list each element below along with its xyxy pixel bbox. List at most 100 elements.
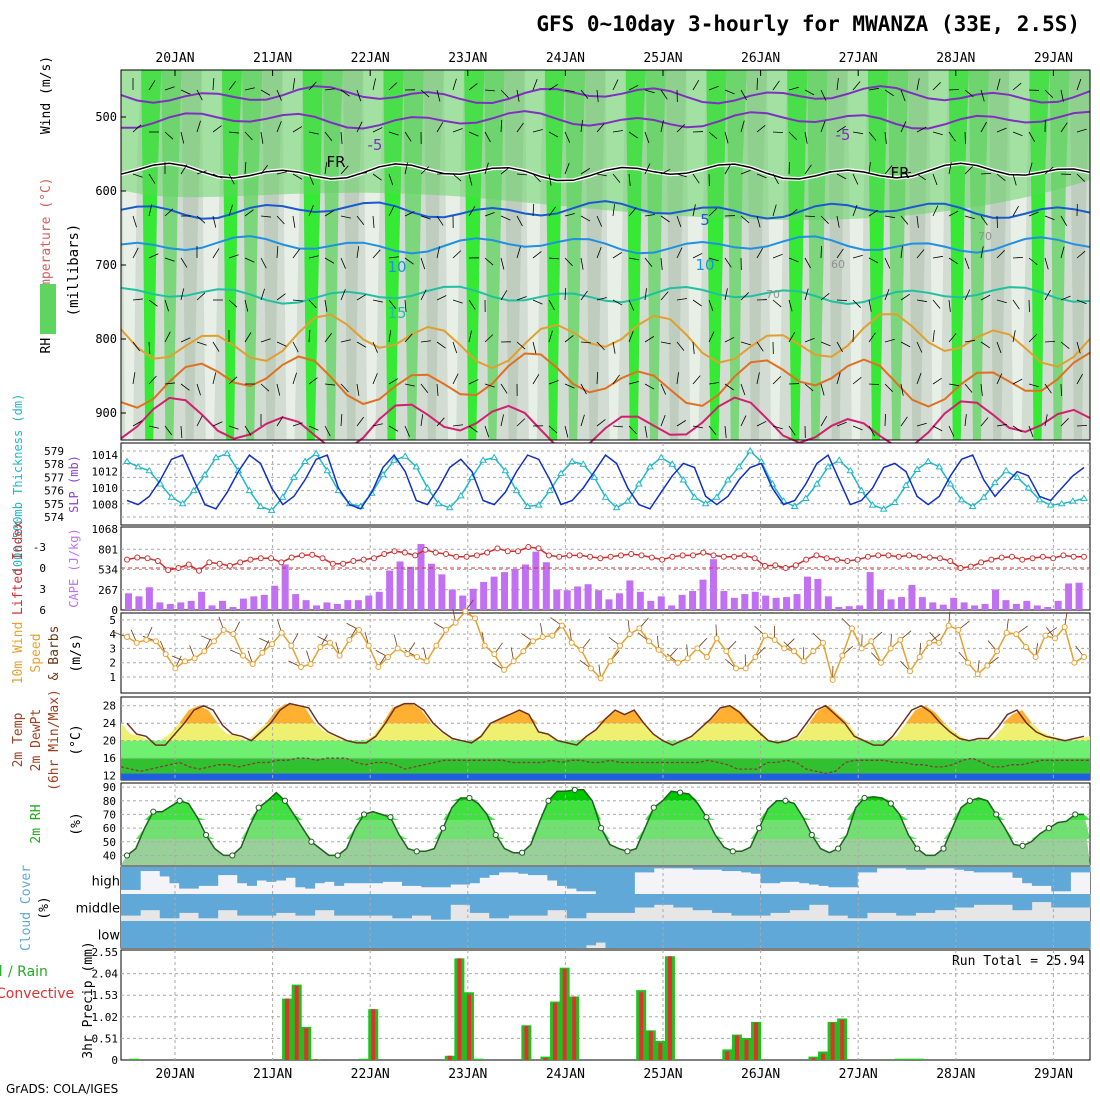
cape-bar (125, 593, 132, 610)
wind-barb (772, 253, 783, 259)
wind-barb (948, 333, 957, 343)
wind-barb (788, 86, 799, 91)
cloud-bar (285, 867, 296, 878)
wind-barb (356, 246, 360, 259)
cloud-bar (1041, 894, 1052, 903)
precip-tick-label: 1.53 (92, 989, 119, 1002)
wind-speed-line-point (385, 654, 391, 660)
wind-speed-line-point (559, 622, 565, 629)
wind-speed-line-point (124, 634, 130, 640)
cloud-bar (934, 867, 945, 869)
cloud-bar (479, 921, 490, 948)
cloud-bar (896, 921, 907, 948)
thickness-line-point (545, 486, 554, 494)
wind-barb (436, 417, 445, 427)
wind-barb (708, 331, 715, 343)
wind-barb (196, 120, 201, 133)
date-label-top: 20JAN (155, 51, 194, 66)
wind-barb (580, 89, 589, 99)
wind-barb (468, 206, 476, 217)
wind-barb (948, 299, 951, 312)
thickness-line-point (813, 480, 821, 487)
cloud-bar (770, 867, 781, 884)
wind-barb (932, 82, 941, 91)
wind-speed-line-point (626, 631, 633, 638)
wind-barb (612, 130, 623, 133)
wind-barb (820, 292, 830, 301)
cape-bar (908, 584, 916, 610)
wind-barb (756, 124, 766, 133)
lifted-index-line-point (875, 552, 882, 559)
lifted-index-line-point (504, 548, 511, 555)
wind-barb (692, 79, 700, 91)
rh-point (993, 811, 1000, 818)
date-label-bottom: 26JAN (741, 1067, 780, 1082)
wind-barb (660, 414, 666, 427)
thickness-line-point (835, 456, 844, 463)
wind-barb (804, 164, 812, 175)
cape-bar (208, 605, 216, 610)
wind-barb (276, 171, 287, 175)
lifted-index-line-point (453, 553, 460, 560)
cloud-bar (944, 894, 955, 911)
rh-point (439, 825, 447, 832)
lifted-index-line-point (792, 562, 799, 569)
date-label-top: 23JAN (448, 51, 487, 66)
wind-barb (692, 375, 701, 385)
wind-speed-line-point (433, 642, 440, 649)
cloud-bar (973, 867, 984, 873)
cloud-bar (314, 921, 325, 948)
temp-axis-label: 2m DewPt (29, 709, 44, 772)
cloud-bar (964, 921, 975, 948)
cloud-bar (557, 921, 568, 948)
lifted-index-line-point (165, 567, 172, 574)
lifted-index-line-point (1060, 552, 1067, 559)
wind-barb (340, 414, 343, 427)
wind-barb (468, 173, 473, 186)
wind-barb (932, 255, 943, 259)
pressure-tick-label: 500 (95, 110, 117, 124)
thickness-line-point (423, 483, 432, 491)
cloud-bar (828, 921, 839, 948)
cloud-bar (586, 921, 597, 946)
cloud-bar (392, 867, 403, 882)
lifted-index-line-point (1019, 556, 1026, 563)
wind-barb (708, 299, 714, 312)
wind-barb (724, 257, 732, 268)
cape-bar (960, 602, 968, 610)
wind-barb (420, 257, 426, 270)
lifted-index-line-point (638, 552, 645, 559)
wind-barb (468, 299, 476, 310)
wind-barb (484, 131, 491, 143)
cloud-bar (276, 894, 287, 913)
cloud-bar (605, 921, 616, 948)
cloud-bar (227, 894, 238, 911)
cloud-bar (169, 867, 180, 884)
cloud-bar (673, 921, 684, 948)
contour-label: 70 (978, 230, 992, 243)
wind-speed-line-point (365, 642, 372, 649)
lifted-index-line-point (967, 563, 974, 570)
cloud-bar (343, 894, 354, 916)
wind-speed-line-point (771, 636, 778, 643)
precip-total-bar (473, 1058, 484, 1060)
wind-barb (532, 129, 543, 133)
wind-barb (276, 89, 282, 101)
wind-barb (612, 425, 624, 428)
cloud-bar (508, 921, 519, 948)
lifted-index-line-point (309, 551, 316, 558)
wind-barb (388, 425, 399, 432)
wind-speed-line (126, 610, 1085, 683)
wind-barb (212, 215, 217, 228)
wind-barb (660, 257, 663, 270)
wind-barb (900, 293, 910, 301)
lifted-index-line-point (895, 553, 902, 560)
thickness-tick-label: 579 (44, 445, 64, 458)
legend-label: Wind (m/s) (39, 56, 54, 134)
cloud-bar (130, 867, 141, 890)
precip-conv-bar (447, 1055, 452, 1060)
wind-barb (1028, 334, 1037, 343)
thickness-line-point (301, 457, 309, 465)
cloud-bar (993, 921, 1004, 948)
cloud-bar (411, 894, 422, 916)
